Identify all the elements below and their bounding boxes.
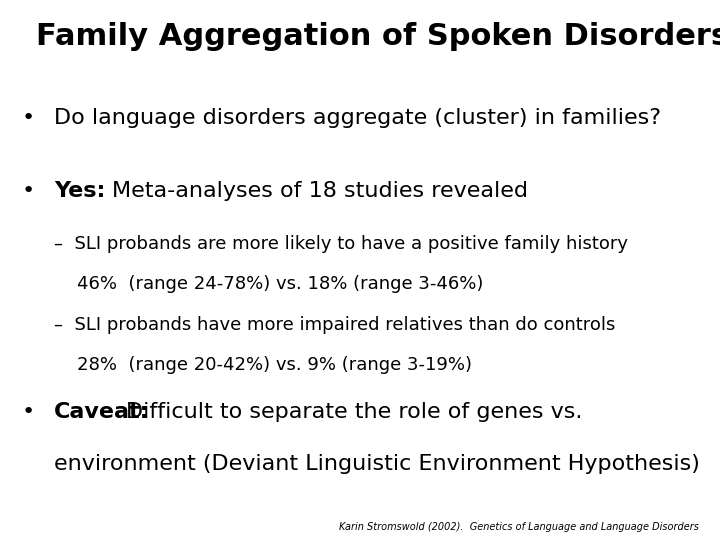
Text: 46%  (range 24-78%) vs. 18% (range 3-46%): 46% (range 24-78%) vs. 18% (range 3-46%) xyxy=(54,275,483,293)
Text: Caveat:: Caveat: xyxy=(54,402,150,422)
Text: Family Aggregation of Spoken Disorders: Family Aggregation of Spoken Disorders xyxy=(36,22,720,51)
Text: •: • xyxy=(22,402,35,422)
Text: –  SLI probands are more likely to have a positive family history: – SLI probands are more likely to have a… xyxy=(54,235,628,253)
Text: environment (Deviant Linguistic Environment Hypothesis): environment (Deviant Linguistic Environm… xyxy=(54,454,700,474)
Text: Difficult to separate the role of genes vs.: Difficult to separate the role of genes … xyxy=(126,402,582,422)
Text: •: • xyxy=(22,181,35,201)
Text: 28%  (range 20-42%) vs. 9% (range 3-19%): 28% (range 20-42%) vs. 9% (range 3-19%) xyxy=(54,356,472,374)
Text: Yes:: Yes: xyxy=(54,181,105,201)
Text: Do language disorders aggregate (cluster) in families?: Do language disorders aggregate (cluster… xyxy=(54,108,661,128)
Text: •: • xyxy=(22,108,35,128)
Text: Karin Stromswold (2002).  Genetics of Language and Language Disorders: Karin Stromswold (2002). Genetics of Lan… xyxy=(338,522,698,532)
Text: –  SLI probands have more impaired relatives than do controls: – SLI probands have more impaired relati… xyxy=(54,316,616,334)
Text: Meta-analyses of 18 studies revealed: Meta-analyses of 18 studies revealed xyxy=(112,181,528,201)
